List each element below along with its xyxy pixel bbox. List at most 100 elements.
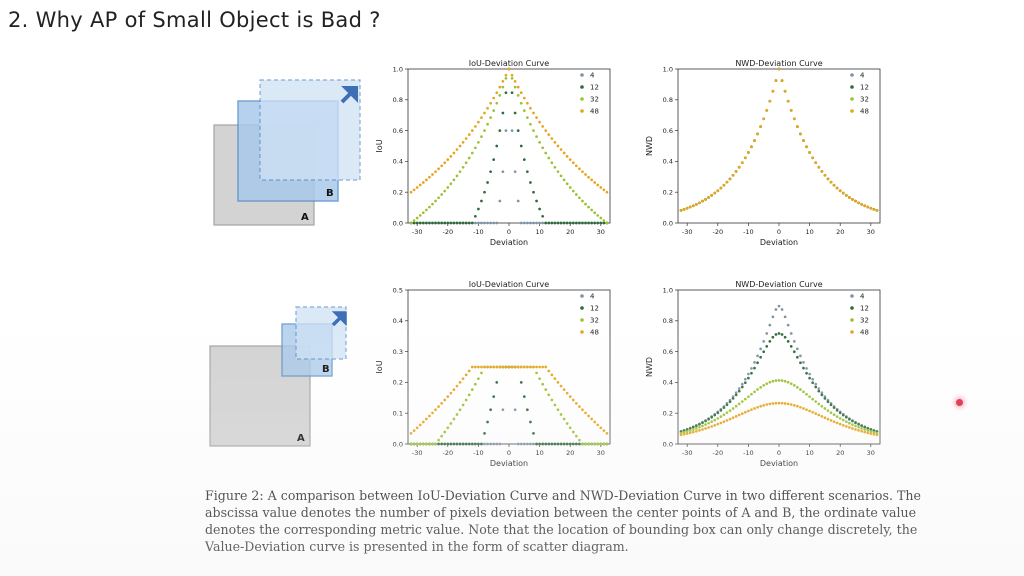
data-point [682, 430, 686, 434]
data-point [428, 442, 431, 446]
data-point [464, 221, 468, 225]
data-point [489, 170, 492, 174]
data-point [492, 96, 496, 100]
data-point [550, 373, 554, 377]
box-a-label: A [297, 433, 305, 444]
data-point [434, 221, 437, 225]
data-point [446, 186, 450, 189]
data-point [486, 181, 489, 184]
data-point [799, 405, 802, 409]
data-point [682, 207, 686, 211]
data-point [602, 429, 606, 432]
plot-area [407, 68, 611, 224]
data-point [605, 190, 609, 194]
data-point [857, 422, 860, 426]
data-point [559, 148, 563, 151]
data-point [483, 432, 486, 435]
legend-marker [580, 294, 584, 298]
data-point [756, 388, 759, 391]
data-point [587, 442, 590, 446]
data-point [780, 308, 784, 311]
data-point [532, 432, 535, 435]
data-point [863, 428, 867, 431]
data-point [501, 170, 505, 174]
data-point [544, 151, 548, 155]
data-point [691, 204, 695, 208]
data-point [734, 404, 738, 408]
data-point [832, 183, 836, 187]
data-point [771, 335, 775, 339]
data-point [799, 132, 802, 136]
y-tick-label: 0.4 [393, 317, 403, 325]
legend-label: 12 [590, 84, 599, 92]
data-point [685, 206, 689, 210]
data-point [455, 174, 459, 178]
data-point [860, 427, 863, 430]
data-point [848, 196, 851, 199]
data-point [544, 388, 548, 391]
data-point [547, 156, 551, 160]
data-point [872, 430, 876, 434]
legend-marker [850, 318, 854, 322]
data-point [470, 129, 474, 132]
data-point [599, 442, 603, 446]
data-point [486, 442, 489, 446]
data-point [513, 79, 517, 83]
data-point [495, 91, 499, 95]
x-tick-label: -30 [682, 449, 693, 457]
data-point [452, 388, 456, 391]
data-point [492, 442, 496, 446]
data-point [529, 221, 532, 225]
data-point [547, 393, 551, 397]
data-point [510, 365, 514, 369]
data-point [863, 425, 867, 429]
data-point [443, 430, 447, 434]
box-diagram-different-size: A B [205, 305, 355, 450]
data-point [477, 442, 480, 446]
data-point [458, 221, 462, 225]
data-point [492, 365, 496, 369]
data-point [565, 221, 569, 225]
data-point [679, 209, 683, 212]
data-point [596, 183, 600, 187]
data-point [774, 401, 778, 405]
data-point [826, 177, 830, 181]
data-point [768, 340, 772, 343]
data-point [480, 371, 483, 375]
data-point [719, 415, 723, 418]
data-point [829, 411, 833, 415]
data-point [584, 411, 587, 415]
data-point [556, 408, 560, 412]
data-point [695, 429, 698, 433]
data-point [725, 419, 729, 422]
data-point [719, 421, 723, 425]
data-point [698, 422, 701, 426]
data-point [461, 403, 465, 407]
data-point [838, 422, 842, 426]
data-point [792, 403, 796, 407]
x-tick-label: 20 [836, 228, 844, 236]
data-point [605, 442, 609, 446]
data-point [808, 395, 811, 399]
data-point [841, 191, 845, 195]
data-point [750, 408, 753, 412]
data-point [501, 111, 505, 115]
data-point [568, 442, 572, 446]
data-point [565, 442, 569, 446]
x-tick-label: 10 [535, 449, 543, 457]
data-point [716, 411, 720, 415]
chart-iou-diff-size: IoU-Deviation Curve -30 -20 -10 0 10 20 30 0.0 0.… [370, 278, 620, 478]
data-point [568, 158, 572, 161]
box-a-label: A [301, 212, 309, 223]
data-point [786, 99, 790, 103]
series-48 [679, 67, 879, 212]
data-point [823, 397, 827, 400]
data-point [498, 85, 502, 89]
data-point [716, 422, 720, 426]
data-point [449, 182, 453, 186]
data-point [483, 221, 486, 225]
data-point [532, 129, 535, 132]
data-point [532, 221, 535, 225]
data-point [838, 417, 842, 420]
legend-label: 32 [860, 317, 869, 325]
